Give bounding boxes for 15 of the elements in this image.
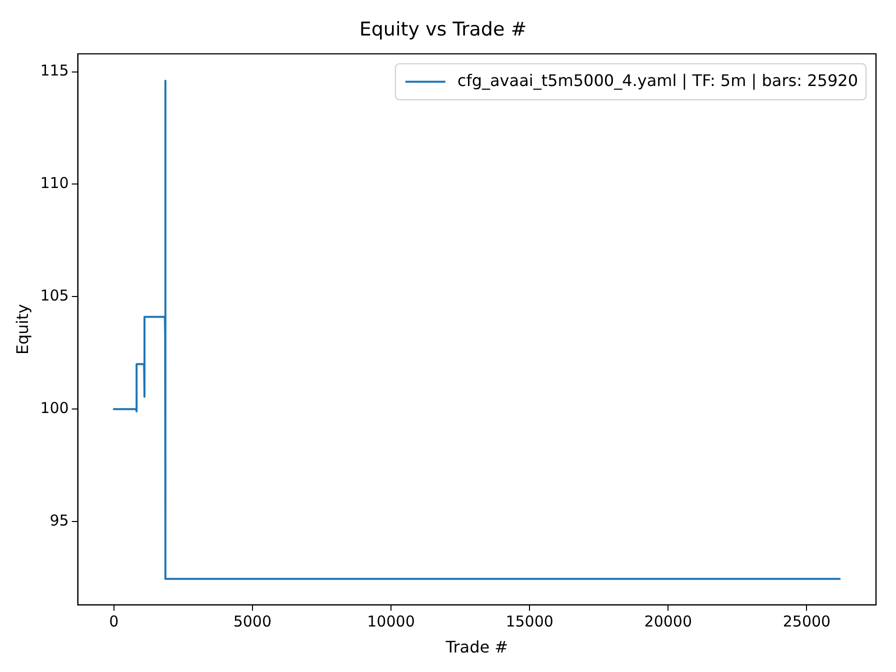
x-tick-label: 20000: [644, 612, 692, 631]
y-tick-label: 105: [40, 286, 69, 305]
x-tick-label: 25000: [782, 612, 831, 631]
y-tick-label: 115: [40, 62, 69, 80]
chart-title: Equity vs Trade #: [359, 18, 527, 40]
x-tick-label: 15000: [506, 612, 554, 631]
y-tick-label: 95: [50, 511, 69, 530]
x-tick-label: 5000: [233, 612, 272, 631]
x-axis-title: Trade #: [444, 638, 508, 657]
y-tick-label: 110: [40, 174, 69, 192]
x-tick-label: 0: [109, 612, 119, 631]
x-tick-label: 10000: [367, 612, 415, 631]
y-axis-title: Equity: [12, 304, 32, 355]
y-tick-label: 100: [40, 399, 69, 418]
legend-label: cfg_avaai_t5m5000_4.yaml | TF: 5m | bars: 25920: [457, 70, 858, 90]
